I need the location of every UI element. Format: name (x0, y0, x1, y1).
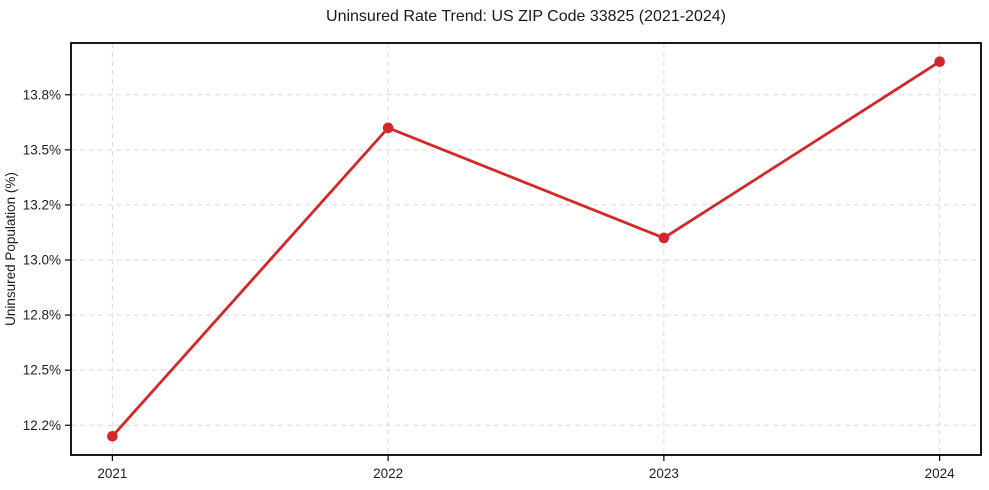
y-tick-label: 13.0% (23, 253, 61, 268)
series-layer (107, 56, 945, 442)
data-point-2024 (934, 56, 945, 68)
data-point-2021 (107, 430, 118, 442)
grid-layer (71, 43, 981, 455)
y-tick-label: 12.2% (23, 418, 61, 433)
data-point-2023 (658, 232, 670, 244)
plot-border (70, 42, 982, 456)
x-tick-label: 2024 (925, 466, 956, 481)
trend-line (110, 60, 942, 438)
x-tick-label: 2023 (649, 466, 679, 481)
y-tick-label: 13.8% (23, 87, 61, 102)
data-point-2022 (382, 122, 394, 134)
chart-title: Uninsured Rate Trend: US ZIP Code 33825 … (326, 8, 726, 25)
x-tick-label: 2021 (97, 466, 127, 481)
y-tick-label: 13.2% (23, 197, 61, 212)
tick-layer: 12.2% 12.5% 12.8% 13.0% 13.2% 13.5% 13.8% 2021 2… (23, 87, 955, 481)
x-tick-label: 2022 (373, 466, 403, 481)
y-tick-label: 12.5% (23, 363, 61, 378)
y-tick-label: 12.8% (23, 308, 61, 323)
y-tick-label: 13.5% (23, 142, 61, 157)
y-axis-label: Uninsured Population (%) (3, 172, 18, 326)
